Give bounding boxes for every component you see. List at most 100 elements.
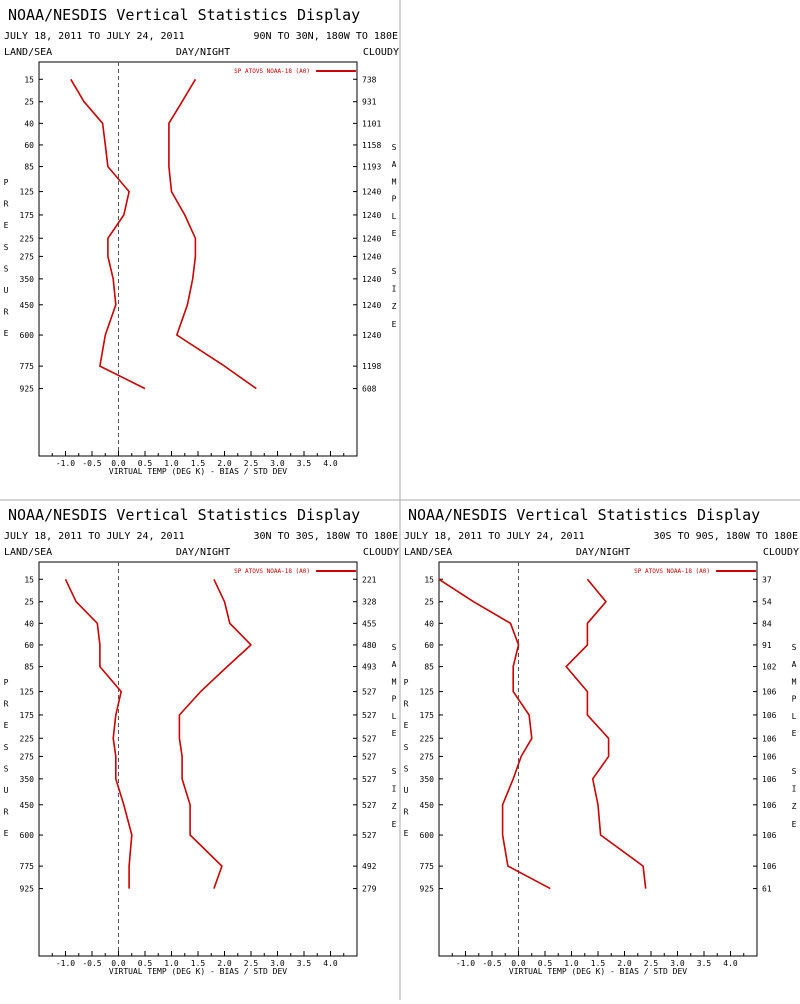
sample-size-value: 527: [362, 752, 377, 761]
sample-axis-letter: L: [792, 712, 797, 721]
chart-panel-1: NOAA/NESDIS Vertical Statistics Display J…: [4, 6, 399, 476]
x-tick-label: 0.5: [538, 959, 553, 968]
sample-axis-letter: P: [392, 695, 397, 704]
size-axis-letter: E: [392, 820, 397, 829]
date-range: JULY 18, 2011 TO JULY 24, 2011: [4, 31, 185, 42]
x-tick-label: 2.0: [217, 959, 232, 968]
x-tick-label: -1.0: [56, 459, 75, 468]
pressure-level-label: 600: [20, 831, 35, 840]
bias-line: [438, 578, 551, 890]
sample-size-value: 527: [362, 734, 377, 743]
x-axis-label: VIRTUAL TEMP (DEG K) - BIAS / STD DEV: [109, 467, 287, 476]
pressure-axis-letter: S: [404, 764, 409, 773]
sample-size-value: 480: [362, 641, 377, 650]
x-tick-label: 1.5: [591, 959, 606, 968]
land-sea-label: LAND/SEA: [4, 47, 52, 58]
sample-axis-letter: E: [392, 729, 397, 738]
pressure-level-label: 125: [20, 188, 35, 197]
sample-size-value: 106: [762, 688, 777, 697]
x-tick-label: 0.5: [138, 459, 153, 468]
pressure-level-label: 775: [20, 862, 35, 871]
sample-size-value: 106: [762, 775, 777, 784]
sample-size-value: 1158: [362, 141, 381, 150]
pressure-level-label: 125: [420, 688, 435, 697]
pressure-level-label: 275: [420, 752, 435, 761]
x-tick-label: 2.5: [244, 959, 259, 968]
sample-size-value: 279: [362, 885, 377, 894]
pressure-axis-letter: E: [4, 329, 9, 338]
pressure-level-label: 275: [20, 252, 35, 261]
x-tick-label: 1.5: [191, 959, 206, 968]
sample-size-value: 84: [762, 619, 772, 628]
pressure-axis-letter: E: [4, 829, 9, 838]
pressure-level-label: 25: [424, 598, 434, 607]
pressure-level-label: 450: [420, 801, 435, 810]
panel-title: NOAA/NESDIS Vertical Statistics Display: [8, 506, 360, 524]
x-tick-label: -0.5: [82, 959, 101, 968]
sample-axis-letter: A: [392, 660, 397, 669]
pressure-level-label: 25: [24, 598, 34, 607]
size-axis-letter: I: [392, 285, 397, 294]
sample-size-value: 221: [362, 575, 377, 584]
sample-size-value: 1240: [362, 188, 381, 197]
sample-size-value: 106: [762, 831, 777, 840]
plot-frame: [38, 61, 358, 457]
sample-size-value: 1240: [362, 211, 381, 220]
x-tick-label: 4.0: [323, 459, 338, 468]
day-night-label: DAY/NIGHT: [176, 47, 230, 58]
size-axis-letter: Z: [792, 802, 797, 811]
pressure-axis-letter: E: [404, 829, 409, 838]
sample-axis-letter: M: [792, 677, 797, 686]
size-axis-letter: Z: [392, 802, 397, 811]
pressure-level-label: 775: [20, 362, 35, 371]
size-axis-letter: I: [792, 785, 797, 794]
sample-axis-letter: L: [392, 212, 397, 221]
x-tick-label: 2.5: [644, 959, 659, 968]
sample-size-value: 54: [762, 598, 772, 607]
x-tick-label: 0.0: [511, 959, 526, 968]
pressure-level-label: 40: [424, 619, 434, 628]
sample-size-value: 492: [362, 862, 377, 871]
sample-axis-letter: M: [392, 177, 397, 186]
bias-line: [70, 78, 146, 390]
sample-axis-letter: L: [392, 712, 397, 721]
pressure-axis-letter: E: [404, 721, 409, 730]
pressure-axis-letter: P: [4, 178, 9, 187]
plot-frame: [438, 561, 758, 957]
pressure-level-label: 925: [20, 885, 35, 894]
sample-size-value: 1198: [362, 362, 381, 371]
pressure-level-label: 60: [424, 641, 434, 650]
pressure-level-label: 925: [420, 885, 435, 894]
pressure-axis-letter: U: [404, 786, 409, 795]
pressure-axis-letter: U: [4, 786, 9, 795]
sample-size-value: 37: [762, 575, 772, 584]
sample-size-value: 106: [762, 752, 777, 761]
x-tick-label: 3.5: [297, 959, 312, 968]
size-axis-letter: I: [392, 785, 397, 794]
pressure-level-label: 225: [20, 234, 35, 243]
pressure-axis-letter: S: [4, 264, 9, 273]
sample-size-value: 106: [762, 711, 777, 720]
cloudy-label: CLOUDY: [363, 47, 399, 58]
pressure-axis-letter: R: [4, 308, 9, 317]
pressure-level-label: 450: [20, 801, 35, 810]
pressure-level-label: 350: [20, 275, 35, 284]
std-dev-line: [565, 578, 647, 889]
x-tick-label: 3.0: [270, 459, 285, 468]
chart-panel-2: NOAA/NESDIS Vertical Statistics Display J…: [4, 506, 399, 976]
x-tick-label: 0.5: [138, 959, 153, 968]
x-tick-label: 0.0: [111, 959, 126, 968]
x-tick-label: 2.0: [617, 959, 632, 968]
sample-axis-letter: E: [792, 729, 797, 738]
sample-size-value: 1193: [362, 163, 381, 172]
cloudy-label: CLOUDY: [363, 547, 399, 558]
sample-size-value: 106: [762, 801, 777, 810]
pressure-level-label: 85: [24, 163, 34, 172]
pressure-level-label: 15: [424, 575, 434, 584]
sample-axis-letter: A: [792, 660, 797, 669]
sample-size-value: 91: [762, 641, 772, 650]
x-axis-label: VIRTUAL TEMP (DEG K) - BIAS / STD DEV: [509, 967, 687, 976]
region-label: 30S TO 90S, 180W TO 180E: [654, 531, 799, 542]
sample-size-value: 527: [362, 775, 377, 784]
